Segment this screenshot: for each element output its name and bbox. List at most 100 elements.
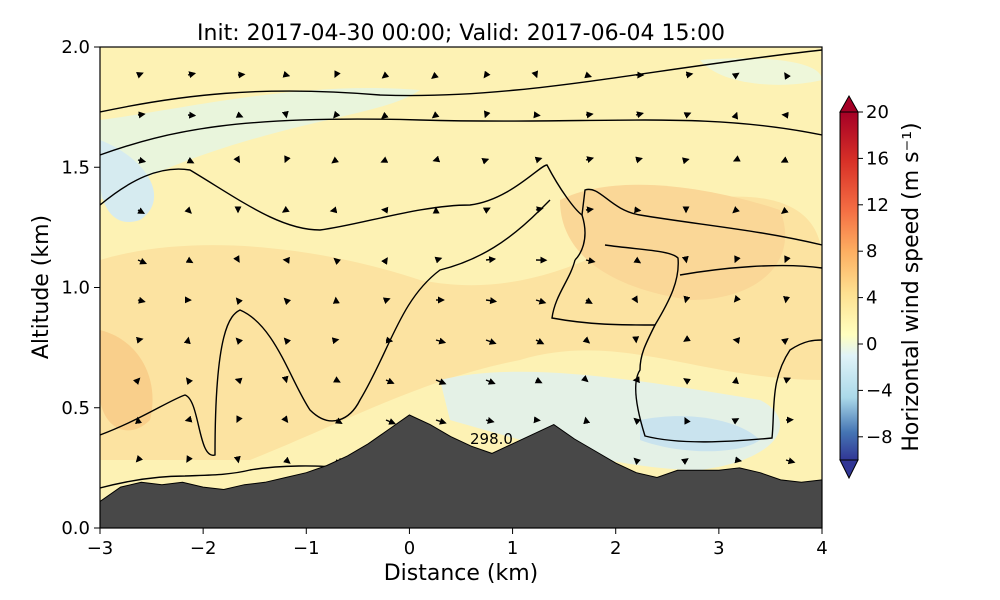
wind-vector	[681, 157, 690, 165]
wind-vector	[333, 257, 342, 266]
wind-vector	[283, 297, 292, 306]
wind-speed-field	[100, 58, 822, 470]
wind-speed-region	[100, 140, 155, 222]
wind-vector	[281, 205, 290, 213]
colorbar-extend-max	[839, 94, 859, 113]
colorbar-tick-label: 16	[866, 148, 889, 169]
wind-vector	[184, 206, 192, 214]
wind-vector	[431, 111, 440, 119]
wind-vector	[731, 111, 739, 120]
y-tick-label: 0.5	[61, 398, 90, 419]
theta-contour	[100, 164, 822, 246]
wind-vector	[635, 111, 644, 119]
wind-vector	[781, 206, 789, 214]
x-tick-label: −2	[190, 538, 217, 559]
wind-vector	[582, 336, 591, 344]
contour-label: 298.0	[470, 430, 513, 448]
x-tick-label: 2	[610, 538, 621, 559]
plot-area	[100, 47, 822, 528]
theta-contour	[100, 465, 341, 489]
wind-vector	[431, 71, 439, 79]
colorbar-gradient	[839, 111, 859, 461]
wind-vector	[233, 155, 241, 164]
wind-vector	[435, 378, 447, 385]
wind-vector	[734, 456, 743, 464]
theta-contours	[100, 49, 822, 489]
wind-vector	[233, 255, 240, 263]
wind-vector	[584, 71, 593, 79]
wind-vector	[187, 111, 197, 119]
wind-vector	[482, 207, 491, 214]
y-tick-label: 1.0	[61, 278, 90, 299]
wind-vector	[535, 337, 545, 345]
terrain-fill	[100, 414, 822, 528]
chart-title: Init: 2017-04-30 00:00; Valid: 2017-06-0…	[197, 21, 725, 46]
wind-vector	[334, 70, 341, 79]
wind-vector	[187, 71, 197, 79]
wind-vector	[380, 156, 389, 163]
wind-vector	[781, 337, 789, 345]
x-tick-label: 4	[816, 538, 827, 559]
y-tick-label: 2.0	[61, 37, 90, 58]
wind-speed-region	[640, 416, 760, 452]
wind-vector	[235, 337, 243, 345]
theta-contour	[100, 199, 551, 456]
wind-vector	[535, 297, 547, 305]
wind-vector	[435, 417, 447, 425]
wind-vector	[334, 417, 343, 425]
wind-vector	[585, 111, 594, 119]
wind-vector	[784, 72, 791, 80]
wind-vector	[685, 71, 694, 79]
colorbar: 20 16 12 8 4 0 −4 −8 Horizontal wind speed (m s…	[839, 94, 924, 480]
wind-vector	[284, 155, 291, 164]
wind-vector	[681, 458, 689, 465]
wind-vector	[534, 376, 543, 384]
wind-vector	[631, 295, 638, 304]
colorbar-ticks: 20 16 12 8 4 0 −4 −8	[858, 102, 893, 448]
colorbar-tick-label: 12	[866, 195, 889, 216]
theta-contour	[679, 264, 822, 276]
colorbar-tick-label: −4	[866, 380, 893, 401]
colorbar-extend-min	[839, 459, 859, 480]
theta-contour	[551, 259, 822, 443]
wind-vector	[281, 415, 289, 424]
wind-vector	[333, 376, 341, 383]
wind-vector	[135, 454, 144, 463]
y-axis-label: Altitude (km)	[29, 215, 54, 359]
wind-vector	[331, 156, 339, 164]
wind-vector	[580, 374, 589, 383]
wind-vector	[734, 255, 741, 264]
wind-vector	[185, 377, 193, 385]
theta-contour	[574, 214, 586, 261]
wind-vector	[635, 156, 643, 164]
wind-vector	[434, 256, 443, 264]
x-tick-label: 3	[713, 538, 724, 559]
wind-vector	[137, 111, 146, 119]
colorbar-tick-label: 4	[866, 288, 877, 309]
wind-vector	[381, 71, 390, 79]
theta-contour	[604, 244, 679, 326]
wind-vector	[784, 255, 791, 264]
wind-vector	[382, 297, 391, 305]
wind-vector	[385, 336, 394, 344]
wind-vector	[282, 70, 291, 78]
wind-vector	[329, 206, 338, 214]
wind-speed-region	[560, 184, 786, 300]
wind-vector	[684, 416, 691, 425]
wind-speed-region	[700, 58, 822, 85]
y-tick-label: 1.5	[61, 157, 90, 178]
wind-vector	[333, 110, 341, 119]
x-tick-label: 1	[507, 538, 518, 559]
wind-vectors	[133, 70, 796, 465]
wind-vector	[385, 377, 395, 385]
wind-vector	[731, 418, 740, 425]
wind-vector	[137, 207, 146, 214]
x-axis: −3 −2 −1 0 1 2 3 4	[87, 528, 828, 559]
wind-vector	[485, 297, 498, 305]
wind-vector	[136, 72, 144, 79]
wind-vector	[186, 157, 195, 164]
y-tick-label: 0.0	[61, 518, 90, 539]
wind-vector	[236, 415, 243, 424]
wind-vector	[485, 256, 497, 264]
